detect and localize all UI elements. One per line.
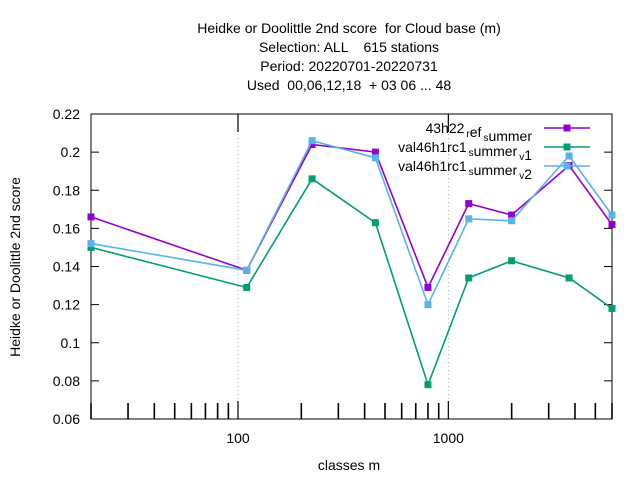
y-tick-label: 0.08 [53, 373, 80, 389]
data-point [424, 301, 432, 309]
chart-title: Heidke or Doolittle 2nd score for Cloud … [197, 20, 500, 93]
y-tick-label: 0.22 [53, 106, 80, 122]
y-tick-label: 0.12 [53, 297, 80, 313]
data-point [87, 243, 95, 251]
data-point [424, 283, 432, 291]
y-tick-label: 0.18 [53, 182, 80, 198]
data-point [87, 213, 95, 221]
title-line-3: Period: 20220701-20220731 [260, 58, 438, 74]
title-line-4: Used 00,06,12,18 + 03 06 ... 48 [247, 77, 452, 93]
y-tick-label: 0.2 [61, 144, 81, 160]
series-lines [87, 137, 616, 389]
data-point [243, 266, 251, 274]
y-tick-label: 0.14 [53, 259, 80, 275]
data-point [424, 381, 432, 389]
data-point [508, 211, 516, 219]
data-point [87, 240, 95, 248]
series-2-line [90, 177, 613, 388]
y-tick-label: 0.1 [61, 335, 81, 351]
data-point [565, 274, 573, 282]
legend-entry-2: val46h1rc1 summer v1 [398, 139, 590, 163]
data-point [308, 137, 316, 145]
legend-label: val46h1rc1 summer v2 [398, 158, 532, 182]
series-3 [87, 137, 616, 309]
data-point [465, 200, 473, 208]
legend-entry-1: 43h22 ref summer [425, 120, 590, 144]
series-1-line [90, 143, 613, 290]
data-point [371, 219, 379, 227]
legend-label: val46h1rc1 summer v1 [398, 139, 532, 163]
y-tick-labels: 0.06 0.08 0.1 0.12 0.14 0.16 0.18 0.2 0.22 [53, 106, 80, 427]
x-tick-label: 100 [226, 430, 250, 446]
data-point [371, 154, 379, 162]
y-axis-label: Heidke or Doolittle 2nd score [7, 177, 23, 357]
plot-frame [90, 113, 613, 420]
y-tick-label: 0.06 [53, 411, 80, 427]
legend-swatch-marker [563, 143, 571, 151]
data-point [608, 211, 616, 219]
axis-ticks [90, 113, 613, 420]
legend-entry-3: val46h1rc1 summer v2 [398, 158, 590, 182]
legend-swatch-marker [563, 124, 571, 132]
data-point [243, 283, 251, 291]
series-2 [87, 175, 616, 389]
data-point [508, 217, 516, 225]
x-tick-labels: 100 1000 [226, 430, 464, 446]
data-point [371, 148, 379, 156]
title-line-1: Heidke or Doolittle 2nd score for Cloud … [197, 20, 500, 36]
title-line-2: Selection: ALL 615 stations [259, 39, 439, 55]
data-point [508, 257, 516, 265]
data-point [565, 152, 573, 160]
y-tick-label: 0.16 [53, 220, 80, 236]
data-point [608, 221, 616, 229]
data-point [308, 175, 316, 183]
x-tick-label: 1000 [433, 430, 464, 446]
series-3-line [90, 139, 613, 307]
legend-swatch-marker [563, 162, 571, 170]
data-point [465, 274, 473, 282]
data-point [308, 141, 316, 148]
data-point [608, 304, 616, 312]
data-point [465, 215, 473, 223]
legend-label: 43h22 ref summer [425, 120, 532, 144]
x-axis-label: classes m [318, 457, 380, 473]
